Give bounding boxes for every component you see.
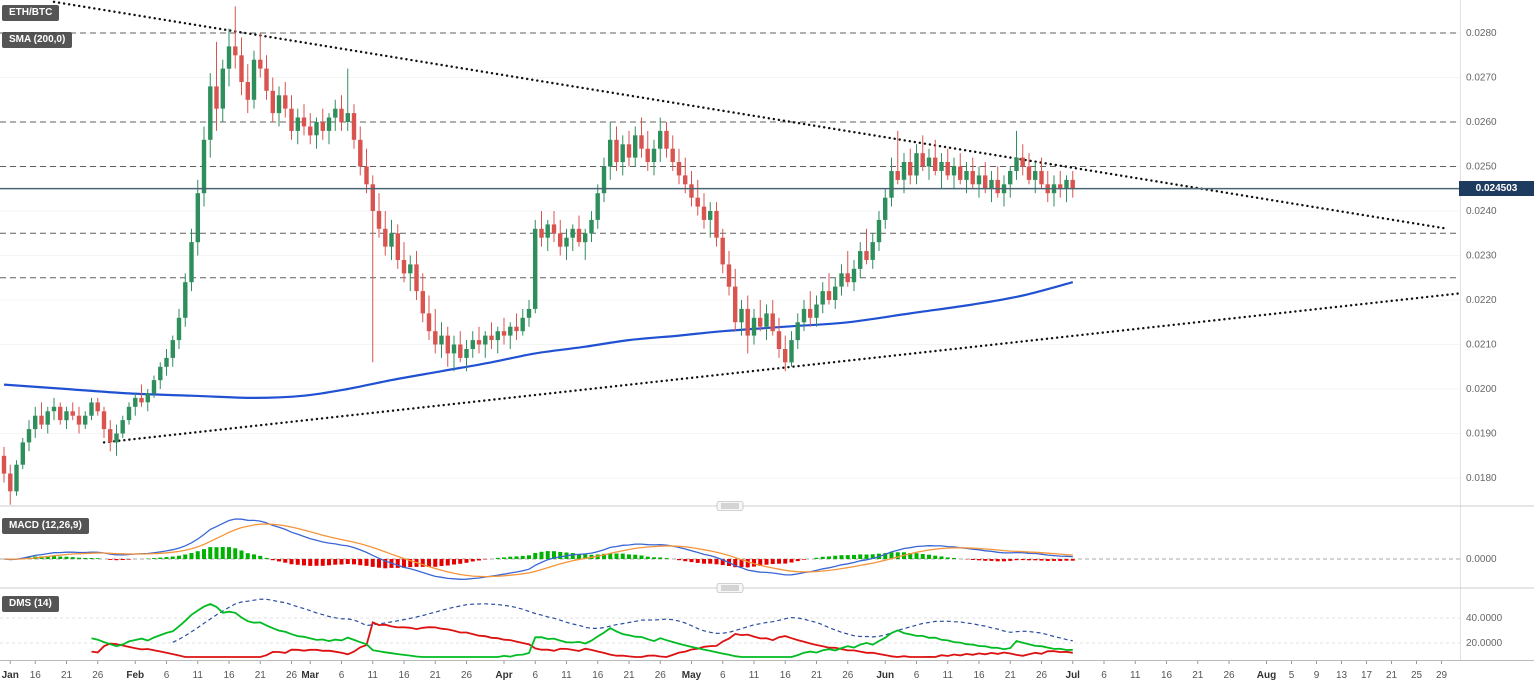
svg-text:0.0270: 0.0270 <box>1466 73 1497 84</box>
svg-text:17: 17 <box>1361 670 1373 681</box>
svg-text:16: 16 <box>780 670 792 681</box>
symbol-badge[interactable]: ETH/BTC <box>2 5 60 21</box>
svg-text:21: 21 <box>1005 670 1017 681</box>
candles <box>1 6 1075 505</box>
macd-line <box>3 518 1073 580</box>
svg-text:11: 11 <box>368 670 379 681</box>
last-price-tag: 0.024503 <box>1459 181 1534 196</box>
svg-text:5: 5 <box>1289 670 1295 681</box>
svg-text:0.0190: 0.0190 <box>1466 429 1497 440</box>
svg-text:21: 21 <box>1192 670 1204 681</box>
svg-text:20.0000: 20.0000 <box>1466 638 1503 649</box>
svg-text:29: 29 <box>1436 670 1448 681</box>
svg-text:6: 6 <box>914 670 920 681</box>
svg-text:21: 21 <box>255 670 267 681</box>
svg-text:6: 6 <box>339 670 345 681</box>
time-axis-labels: Jan 16 21 26 Feb 6 11 16 21 26 Mar 6 11 16 21 26 Apr 6 11 1… <box>2 661 1448 681</box>
dms-axis-labels: 40.0000 20.0000 <box>1466 613 1503 649</box>
svg-text:16: 16 <box>592 670 604 681</box>
svg-text:26: 26 <box>842 670 854 681</box>
svg-text:16: 16 <box>223 670 235 681</box>
svg-text:11: 11 <box>193 670 204 681</box>
macd-axis-labels: 0.0000 <box>1466 554 1497 565</box>
svg-text:21: 21 <box>430 670 442 681</box>
svg-text:26: 26 <box>1036 670 1048 681</box>
svg-text:25: 25 <box>1411 670 1423 681</box>
svg-text:16: 16 <box>1161 670 1173 681</box>
svg-text:11: 11 <box>561 670 572 681</box>
sma-200-line <box>3 281 1074 400</box>
svg-text:26: 26 <box>655 670 667 681</box>
sma-indicator-badge[interactable]: SMA (200,0) <box>2 32 73 48</box>
svg-text:40.0000: 40.0000 <box>1466 613 1503 624</box>
svg-text:Feb: Feb <box>126 670 144 681</box>
svg-text:21: 21 <box>811 670 823 681</box>
descending-resistance-trendline <box>52 0 1449 231</box>
svg-text:26: 26 <box>286 670 298 681</box>
price-axis-labels: 0.0280 0.0270 0.0260 0.0250 0.0240 0.0230 0.02… <box>1466 28 1497 484</box>
svg-text:0.0230: 0.0230 <box>1466 251 1497 262</box>
svg-text:11: 11 <box>1130 670 1141 681</box>
svg-text:0.0000: 0.0000 <box>1466 554 1497 565</box>
svg-text:Jul: Jul <box>1066 670 1081 681</box>
svg-text:0.0220: 0.0220 <box>1466 295 1497 306</box>
svg-text:6: 6 <box>1101 670 1107 681</box>
svg-text:9: 9 <box>1314 670 1320 681</box>
svg-text:0.0240: 0.0240 <box>1466 206 1497 217</box>
svg-text:Mar: Mar <box>301 670 319 681</box>
svg-text:0.0180: 0.0180 <box>1466 473 1497 484</box>
minus-di-line <box>91 621 1073 658</box>
dms-plot-area[interactable] <box>0 588 1460 660</box>
price-plot-area[interactable] <box>0 0 1460 505</box>
svg-text:0.0280: 0.0280 <box>1466 28 1497 39</box>
svg-text:21: 21 <box>623 670 635 681</box>
svg-text:11: 11 <box>943 670 954 681</box>
svg-text:May: May <box>682 670 702 681</box>
macd-indicator-badge[interactable]: MACD (12,26,9) <box>2 518 89 534</box>
macd-signal-line <box>3 523 1073 578</box>
time-axis[interactable] <box>0 660 1534 689</box>
price-axis[interactable] <box>1460 0 1534 660</box>
svg-text:6: 6 <box>720 670 726 681</box>
svg-text:26: 26 <box>92 670 104 681</box>
dms-indicator-badge[interactable]: DMS (14) <box>2 596 59 612</box>
plus-di-line <box>91 603 1073 658</box>
svg-text:16: 16 <box>30 670 42 681</box>
svg-text:Jun: Jun <box>876 670 894 681</box>
svg-text:Aug: Aug <box>1257 670 1276 681</box>
svg-text:26: 26 <box>1223 670 1235 681</box>
svg-text:0.0250: 0.0250 <box>1466 162 1497 173</box>
adx-line <box>172 598 1073 643</box>
svg-text:16: 16 <box>973 670 985 681</box>
trendlines <box>52 0 1462 444</box>
svg-text:21: 21 <box>1386 670 1398 681</box>
svg-text:Apr: Apr <box>495 670 512 681</box>
svg-text:6: 6 <box>532 670 538 681</box>
svg-text:26: 26 <box>461 670 473 681</box>
svg-text:0.0210: 0.0210 <box>1466 340 1497 351</box>
svg-text:11: 11 <box>749 670 760 681</box>
svg-text:16: 16 <box>398 670 410 681</box>
svg-text:0.0260: 0.0260 <box>1466 117 1497 128</box>
svg-text:13: 13 <box>1336 670 1348 681</box>
svg-text:0.0200: 0.0200 <box>1466 384 1497 395</box>
svg-text:21: 21 <box>61 670 73 681</box>
svg-text:Jan: Jan <box>2 670 19 681</box>
svg-text:6: 6 <box>164 670 170 681</box>
ascending-support-trendline <box>102 292 1462 444</box>
macd-plot-area[interactable] <box>0 506 1460 588</box>
